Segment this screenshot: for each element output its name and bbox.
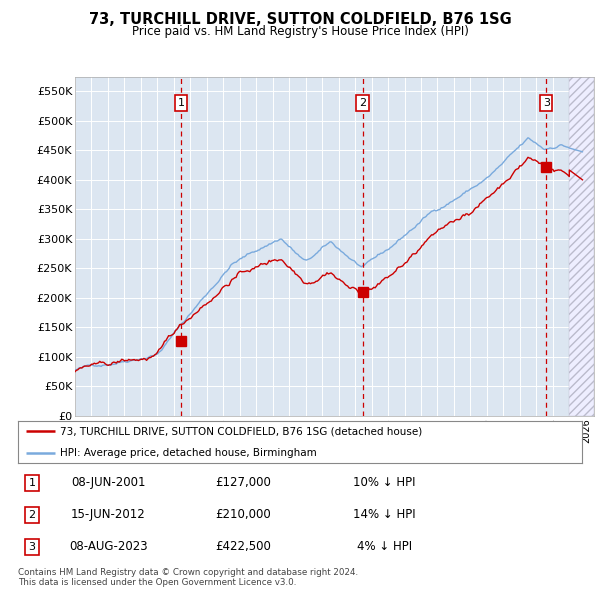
Text: 1: 1 xyxy=(178,99,185,108)
Text: 4% ↓ HPI: 4% ↓ HPI xyxy=(357,540,412,553)
Text: 15-JUN-2012: 15-JUN-2012 xyxy=(71,508,146,522)
Text: Contains HM Land Registry data © Crown copyright and database right 2024.
This d: Contains HM Land Registry data © Crown c… xyxy=(18,568,358,587)
Text: 2: 2 xyxy=(29,510,35,520)
Text: £210,000: £210,000 xyxy=(216,508,271,522)
Text: 14% ↓ HPI: 14% ↓ HPI xyxy=(353,508,416,522)
Text: 3: 3 xyxy=(543,99,550,108)
Text: 2: 2 xyxy=(359,99,366,108)
Text: 08-JUN-2001: 08-JUN-2001 xyxy=(71,476,145,489)
Text: Price paid vs. HM Land Registry's House Price Index (HPI): Price paid vs. HM Land Registry's House … xyxy=(131,25,469,38)
Text: 1: 1 xyxy=(29,478,35,488)
Text: 10% ↓ HPI: 10% ↓ HPI xyxy=(353,476,416,489)
Bar xyxy=(569,77,594,416)
Text: HPI: Average price, detached house, Birmingham: HPI: Average price, detached house, Birm… xyxy=(60,448,317,457)
Text: 08-AUG-2023: 08-AUG-2023 xyxy=(69,540,148,553)
Text: 73, TURCHILL DRIVE, SUTTON COLDFIELD, B76 1SG (detached house): 73, TURCHILL DRIVE, SUTTON COLDFIELD, B7… xyxy=(60,427,422,436)
Text: 3: 3 xyxy=(29,542,35,552)
Text: 73, TURCHILL DRIVE, SUTTON COLDFIELD, B76 1SG: 73, TURCHILL DRIVE, SUTTON COLDFIELD, B7… xyxy=(89,12,511,27)
Text: £127,000: £127,000 xyxy=(215,476,272,489)
Text: £422,500: £422,500 xyxy=(215,540,272,553)
